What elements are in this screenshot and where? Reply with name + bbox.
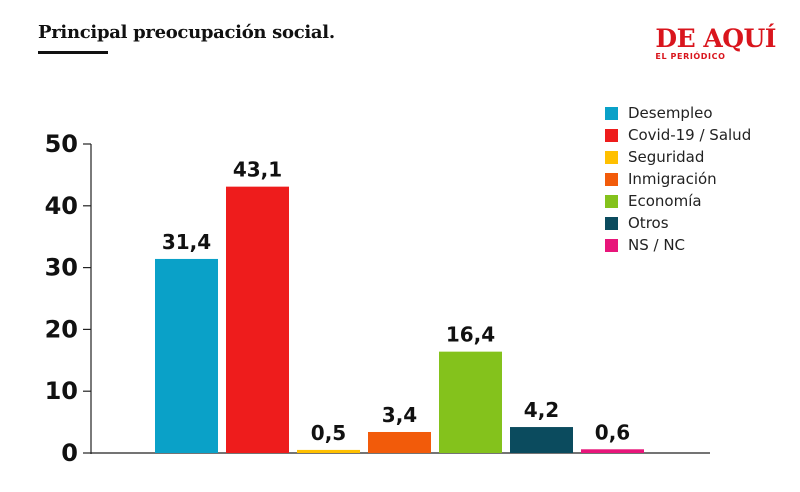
- bar-value-label: 3,4: [382, 403, 417, 427]
- legend-label: Otros: [628, 214, 669, 232]
- legend-swatch: [605, 194, 618, 208]
- y-tick-label: 40: [45, 192, 78, 220]
- chart-legend: Desempleo Covid-19 / Salud Seguridad Inmigr…: [605, 102, 751, 256]
- legend-label: Seguridad: [628, 148, 705, 166]
- y-tick-label: 20: [45, 315, 78, 343]
- bar-value-label: 31,4: [162, 230, 211, 254]
- bar-value-label: 4,2: [524, 398, 559, 422]
- legend-item: Covid-19 / Salud: [605, 124, 751, 146]
- legend-swatch: [605, 216, 618, 230]
- legend-label: NS / NC: [628, 236, 686, 254]
- legend-item: Desempleo: [605, 102, 751, 124]
- brand-name: DE AQUÍ: [655, 24, 776, 53]
- title-underline: [38, 51, 108, 54]
- bar-value-label: 16,4: [446, 323, 495, 347]
- brand-subtitle: EL PERIÓDICO: [655, 52, 726, 61]
- legend-label: Covid-19 / Salud: [628, 126, 752, 144]
- y-tick-label: 0: [61, 439, 78, 467]
- legend-swatch: [605, 106, 618, 120]
- legend-item: Economía: [605, 190, 751, 212]
- y-tick-label: 50: [45, 130, 78, 158]
- legend-item: Otros: [605, 212, 751, 234]
- legend-label: Inmigración: [628, 170, 717, 188]
- legend-label: Economía: [628, 192, 702, 210]
- legend-swatch: [605, 150, 618, 164]
- bar-6: [581, 449, 644, 453]
- bar-value-label: 43,1: [233, 158, 282, 182]
- legend-swatch: [605, 172, 618, 186]
- y-tick-label: 10: [45, 377, 78, 405]
- bar-1: [226, 186, 289, 453]
- legend-item: Seguridad: [605, 146, 751, 168]
- legend-swatch: [605, 128, 618, 142]
- legend-label: Desempleo: [628, 104, 713, 122]
- brand-logo: DE AQUÍ EL PERIÓDICO: [655, 26, 776, 62]
- bar-value-label: 0,6: [595, 420, 630, 444]
- chart-title: Principal preocupación social.: [38, 22, 335, 43]
- y-tick-label: 30: [45, 254, 78, 282]
- bar-3: [368, 431, 431, 453]
- legend-item: NS / NC: [605, 234, 751, 256]
- legend-item: Inmigración: [605, 168, 751, 190]
- bar-0: [155, 258, 218, 453]
- bar-5: [510, 427, 573, 453]
- bar-value-label: 0,5: [311, 421, 346, 445]
- legend-swatch: [605, 238, 618, 252]
- bar-4: [439, 351, 502, 453]
- bar-2: [297, 449, 360, 453]
